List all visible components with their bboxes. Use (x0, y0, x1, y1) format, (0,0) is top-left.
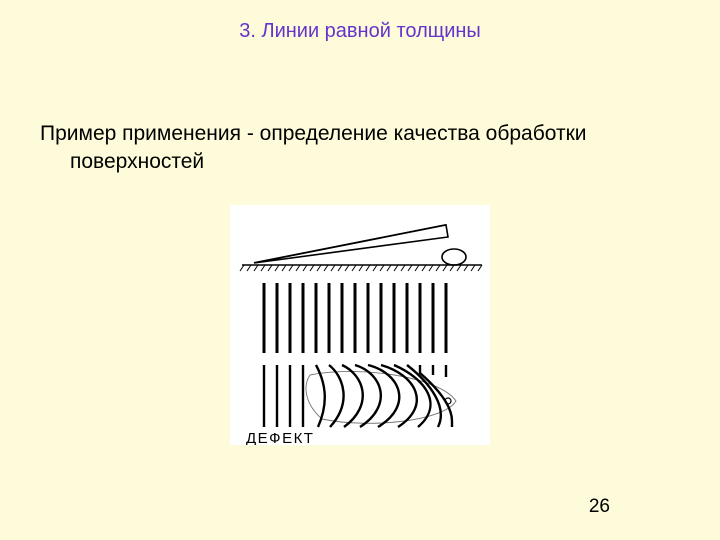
body-text: Пример применения - определение качества… (40, 120, 680, 177)
slide: 3. Линии равной толщины Пример применени… (0, 0, 720, 540)
body-line-1: Пример применения - определение качества… (40, 122, 587, 145)
body-line-2: поверхностей (40, 148, 680, 176)
figure: ДЕФЕКТ (230, 205, 490, 445)
page-number: 26 (589, 496, 610, 518)
svg-text:ДЕФЕКТ: ДЕФЕКТ (246, 430, 314, 445)
figure-container: ДЕФЕКТ (0, 205, 720, 450)
slide-title: 3. Линии равной толщины (0, 20, 720, 43)
interference-diagram: ДЕФЕКТ (230, 205, 490, 445)
